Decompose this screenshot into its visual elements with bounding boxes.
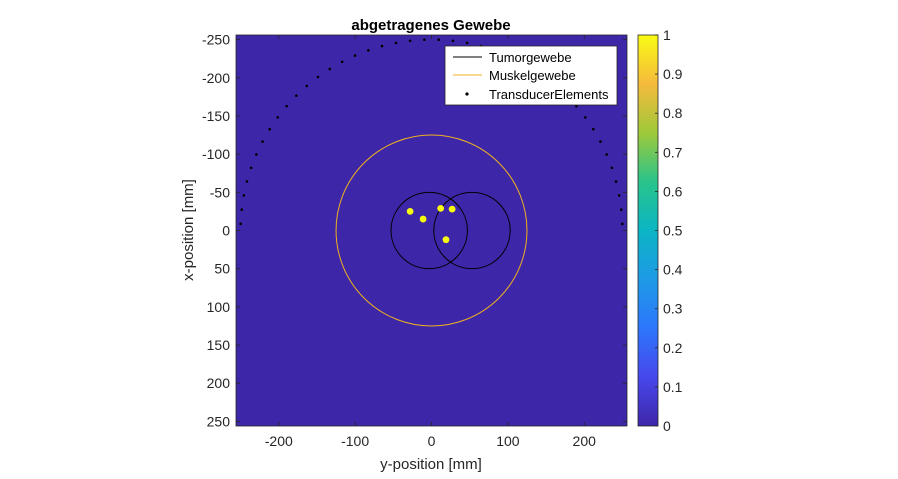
transducer-element-15 [353, 54, 357, 57]
transducer-element-38 [614, 180, 618, 183]
transducer-element-0 [239, 222, 242, 226]
y-tick-label-150: 150 [207, 337, 231, 353]
colorbar-tick-label-0-8: 0.8 [663, 105, 683, 121]
colorbar-tick-label-0-2: 0.2 [663, 340, 683, 356]
muskelgewebe-outline-0 [335, 134, 528, 327]
colorbar-tick-label-0-5: 0.5 [663, 223, 683, 239]
x-axis-label: y-position [mm] [380, 456, 482, 473]
x-tick-label-100: -100 [341, 433, 369, 449]
y-tick-label-200: -200 [202, 70, 230, 86]
transducer-element-3 [245, 180, 249, 183]
transducer-element-19 [408, 39, 412, 43]
transducer-element-39 [617, 194, 621, 197]
x-axis-ticks: -200 -100 0 100 200 [265, 35, 596, 449]
transducer-element-20 [423, 38, 426, 42]
y-tick-label-100: -100 [202, 146, 230, 162]
tumorgewebe-outline-0 [390, 191, 468, 270]
y-tick-label-150: -150 [202, 108, 230, 124]
transducer-element-14 [340, 60, 344, 64]
transducer-element-34 [592, 127, 595, 131]
colorbar-tick-label-0-6: 0.6 [663, 183, 683, 199]
y-axis-ticks: -250 -200 -150 -100 -50 0 50 100 150 200 250 [202, 32, 627, 429]
transducer-element-21 [437, 38, 440, 42]
legend-label-tumorgewebe: Tumorgewebe [489, 50, 572, 65]
transducer-element-10 [295, 94, 298, 97]
colorbar-tick-label-1: 1 [663, 27, 671, 43]
ablated-spot-0 [406, 208, 414, 215]
ablated-spot-3 [448, 205, 456, 213]
colorbar-tick-label-0-4: 0.4 [663, 262, 683, 278]
transducer-element-23 [465, 41, 469, 45]
x-tick-label-100: 100 [496, 433, 520, 449]
transducer-element-40 [619, 208, 623, 211]
colorbar-tick-label-0-7: 0.7 [663, 144, 683, 160]
x-tick-label-200: -200 [265, 433, 293, 449]
y-tick-label-100: 100 [207, 299, 231, 315]
transducer-element-18 [394, 41, 398, 45]
transducer-element-33 [583, 116, 587, 119]
transducer-element-9 [285, 104, 288, 108]
transducer-element-41 [621, 222, 624, 226]
chart-title: abgetragenes Gewebe [351, 17, 510, 34]
transducer-element-17 [380, 44, 384, 48]
legend: Tumorgewebe Muskelgewebe TransducerEleme… [444, 45, 618, 106]
transducer-element-5 [255, 153, 258, 156]
transducer-element-1 [240, 208, 244, 211]
transducer-element-7 [268, 127, 271, 131]
transducer-element-22 [451, 39, 455, 43]
colorbar-tick-label-0-3: 0.3 [663, 301, 683, 317]
transducer-element-13 [328, 67, 332, 71]
transducer-element-16 [367, 49, 370, 52]
transducer-element-32 [575, 104, 578, 108]
transducer-element-11 [305, 84, 309, 88]
ablated-spot-2 [437, 204, 445, 212]
legend-label-transducer-elements: TransducerElements [489, 87, 609, 102]
colorbar-tick-label-0-1: 0.1 [663, 379, 683, 395]
transducer-element-35 [599, 140, 602, 143]
y-tick-label-50: 50 [214, 261, 230, 277]
data-layer [239, 38, 624, 327]
tumorgewebe-outline-1 [433, 191, 511, 270]
transducer-element-12 [316, 75, 320, 79]
colorbar-ticks: 0 0.1 0.2 0.3 0.4 0.5 0.6 0.7 0.8 0.9 1 [655, 27, 683, 434]
transducer-element-4 [249, 166, 253, 170]
colorbar-tick-label-0-9: 0.9 [663, 66, 683, 82]
transducer-element-36 [605, 153, 608, 156]
y-tick-label-200: 200 [207, 375, 231, 391]
transducer-element-2 [242, 194, 246, 197]
transducer-element-8 [276, 116, 280, 119]
ablated-spot-4 [442, 236, 450, 244]
legend-label-muskelgewebe: Muskelgewebe [489, 68, 576, 83]
colorbar-tick-label-0: 0 [663, 418, 671, 434]
x-tick-label-200: 200 [573, 433, 597, 449]
x-tick-label-0: 0 [428, 433, 436, 449]
transducer-element-6 [261, 140, 264, 143]
transducer-element-37 [610, 166, 614, 170]
ablated-spot-1 [419, 215, 427, 223]
y-tick-label-250: 250 [207, 413, 231, 429]
y-tick-label-250: -250 [202, 32, 230, 48]
y-tick-label-50: -50 [210, 184, 230, 200]
y-tick-label-0: 0 [222, 223, 230, 239]
legend-swatch-transducer-elements [465, 92, 469, 96]
y-axis-label: x-position [mm] [180, 179, 197, 281]
